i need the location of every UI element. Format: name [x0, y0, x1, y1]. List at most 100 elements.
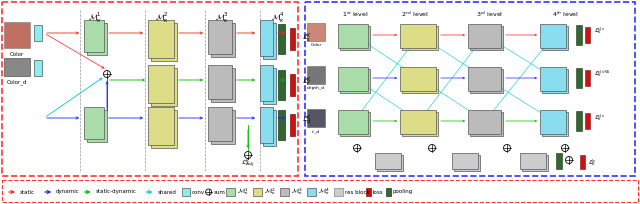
Bar — [340, 112, 370, 136]
Bar — [226, 188, 235, 196]
Bar — [520, 153, 546, 169]
Bar — [452, 153, 478, 169]
Bar — [87, 23, 107, 55]
Bar — [468, 67, 501, 91]
Bar — [278, 24, 285, 54]
Bar — [87, 110, 107, 142]
Bar — [340, 26, 370, 50]
Text: sum: sum — [214, 190, 225, 194]
Bar — [540, 110, 566, 134]
Text: $\mathcal{M}^4_\kappa$: $\mathcal{M}^4_\kappa$ — [271, 10, 285, 25]
Circle shape — [429, 144, 435, 152]
Circle shape — [104, 71, 111, 78]
Bar — [454, 155, 480, 171]
Bar — [542, 112, 568, 136]
Bar — [468, 24, 501, 48]
Bar — [290, 28, 295, 50]
Bar — [377, 155, 403, 171]
Text: 3$^{rd}$ level: 3$^{rd}$ level — [476, 10, 504, 19]
Bar — [402, 26, 438, 50]
Text: $\mathcal{L}^K_{Adj}$: $\mathcal{L}^K_{Adj}$ — [241, 158, 255, 170]
Bar — [307, 66, 325, 84]
Text: $\mathcal{M}^1_\kappa$: $\mathcal{M}^1_\kappa$ — [237, 187, 248, 197]
Bar — [34, 25, 42, 41]
Bar — [34, 60, 42, 76]
Text: res block: res block — [344, 190, 369, 194]
Bar — [385, 188, 390, 196]
Bar — [148, 20, 174, 58]
Circle shape — [504, 144, 511, 152]
Bar — [338, 24, 368, 48]
Text: $\mathcal{L}^{cls}_{K}$: $\mathcal{L}^{cls}_{K}$ — [594, 113, 605, 123]
Bar — [278, 110, 285, 140]
Bar — [522, 155, 548, 171]
Bar — [400, 24, 436, 48]
Bar — [338, 67, 368, 91]
Text: 2$^{nd}$ level: 2$^{nd}$ level — [401, 10, 429, 19]
Bar — [585, 113, 590, 129]
Bar — [540, 24, 566, 48]
Bar — [470, 112, 503, 136]
Bar — [260, 20, 273, 56]
Bar — [542, 69, 568, 93]
Bar — [260, 107, 273, 143]
Bar — [556, 153, 562, 169]
Bar — [576, 111, 582, 131]
Text: static-dynamic: static-dynamic — [95, 190, 136, 194]
Bar — [400, 110, 436, 134]
Bar — [333, 188, 342, 196]
Bar — [4, 58, 30, 76]
Text: shared: shared — [157, 190, 176, 194]
Bar — [182, 188, 189, 196]
Text: $\mathcal{M}^3_\kappa$: $\mathcal{M}^3_\kappa$ — [215, 10, 229, 25]
Text: $\mathcal{L}^{cls}_{K}$: $\mathcal{L}^{cls}_{K}$ — [594, 26, 605, 36]
Text: $\mathcal{M}^2_\kappa$: $\mathcal{M}^2_\kappa$ — [155, 10, 169, 25]
Circle shape — [244, 152, 252, 159]
Bar — [307, 188, 316, 196]
Bar — [151, 110, 177, 148]
Text: 1$^{st}$ level: 1$^{st}$ level — [342, 10, 368, 19]
Bar — [470, 69, 503, 93]
Bar — [305, 2, 635, 176]
Text: dynamic: dynamic — [56, 190, 80, 194]
Text: pooling: pooling — [392, 190, 413, 194]
Bar — [340, 69, 370, 93]
Bar — [208, 20, 232, 54]
Circle shape — [205, 189, 212, 195]
Bar — [151, 23, 177, 61]
Text: $\mathcal{L}^K_f$: $\mathcal{L}^K_f$ — [302, 75, 312, 89]
Bar — [402, 112, 438, 136]
Text: loss: loss — [372, 190, 383, 194]
Bar — [84, 20, 104, 52]
Bar — [263, 68, 276, 104]
Bar — [4, 22, 30, 48]
Bar — [211, 23, 235, 57]
Bar — [278, 70, 285, 100]
Circle shape — [353, 144, 360, 152]
Bar — [208, 107, 232, 141]
Bar — [253, 188, 262, 196]
Bar — [2, 180, 638, 202]
Bar — [263, 110, 276, 146]
Text: Color: Color — [10, 51, 24, 57]
Bar — [263, 23, 276, 59]
Bar — [290, 114, 295, 136]
Bar — [307, 23, 325, 41]
Bar — [84, 107, 104, 139]
Bar — [2, 2, 298, 176]
Text: conv: conv — [191, 190, 205, 194]
Bar — [211, 110, 235, 144]
Text: $\mathcal{M}^2_\kappa$: $\mathcal{M}^2_\kappa$ — [264, 187, 275, 197]
Bar — [576, 25, 582, 45]
Text: $\mathcal{M}^4_\kappa$: $\mathcal{M}^4_\kappa$ — [317, 187, 330, 197]
Bar — [540, 67, 566, 91]
Bar — [375, 153, 401, 169]
Text: $\mathcal{M}^3_\kappa$: $\mathcal{M}^3_\kappa$ — [291, 187, 303, 197]
Bar — [402, 69, 438, 93]
Bar — [400, 67, 436, 91]
Bar — [585, 70, 590, 86]
Text: Color: Color — [310, 43, 322, 47]
Bar — [470, 26, 503, 50]
Bar — [148, 65, 174, 103]
Bar — [290, 74, 295, 96]
